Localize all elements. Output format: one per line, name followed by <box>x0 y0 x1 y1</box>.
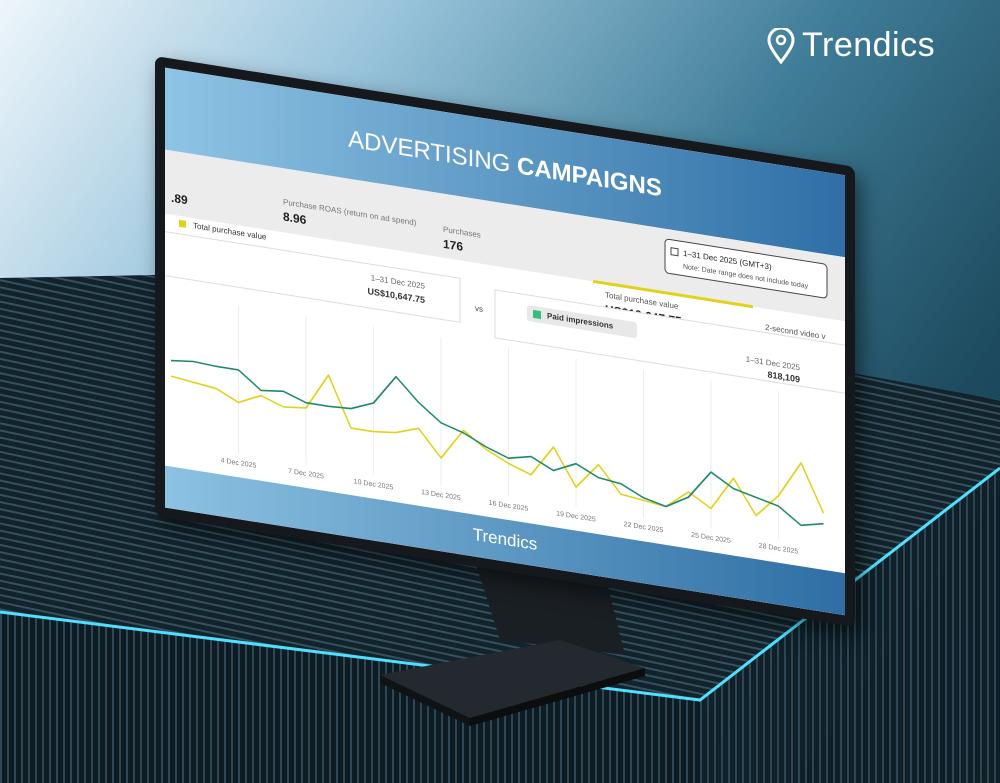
monitor-base-edge <box>470 668 645 726</box>
metrics-row <box>165 149 845 322</box>
monitor: ADVERTISING CAMPAIGNS .89 Purchase ROAS … <box>155 56 855 627</box>
date-picker[interactable] <box>664 238 828 299</box>
platform-front <box>0 612 700 783</box>
legend-swatch <box>533 309 541 320</box>
x-tick-label: 22 Dec 2025 <box>624 521 664 534</box>
dashboard: ADVERTISING CAMPAIGNS .89 Purchase ROAS … <box>165 67 845 616</box>
active-indicator <box>593 279 753 309</box>
x-tick-label: 16 Dec 2025 <box>489 500 529 513</box>
vs-label: vs <box>475 304 483 314</box>
brand-logo: Trendics <box>766 26 935 65</box>
screen: ADVERTISING CAMPAIGNS .89 Purchase ROAS … <box>165 67 845 616</box>
platform-edge <box>0 466 1000 702</box>
legend-swatch <box>179 219 186 228</box>
x-tick-label: 25 Dec 2025 <box>691 532 731 545</box>
calendar-icon <box>670 247 679 257</box>
footer-band <box>165 465 845 616</box>
brand-icon <box>767 27 795 64</box>
brand-name: Trendics <box>802 26 936 64</box>
header-band <box>165 67 845 258</box>
x-tick-label: 10 Dec 2025 <box>354 478 394 491</box>
monitor-base <box>380 640 645 718</box>
x-tick-label: 7 Dec 2025 <box>288 468 324 481</box>
series-line <box>170 374 825 517</box>
metric-selector[interactable] <box>527 305 637 338</box>
x-tick-label: 4 Dec 2025 <box>221 457 257 470</box>
metric-value: 176 <box>443 237 463 254</box>
metric-value: .89 <box>171 191 188 208</box>
metric-value: 8.96 <box>283 210 307 228</box>
x-tick-label: 19 Dec 2025 <box>556 510 596 523</box>
period-value: 818,109 <box>768 369 800 384</box>
comparison-box <box>165 229 461 323</box>
series-line <box>170 359 824 527</box>
x-tick-label: 28 Dec 2025 <box>759 542 799 555</box>
x-tick-label: 13 Dec 2025 <box>421 489 461 502</box>
monitor-base-edge <box>380 675 470 726</box>
